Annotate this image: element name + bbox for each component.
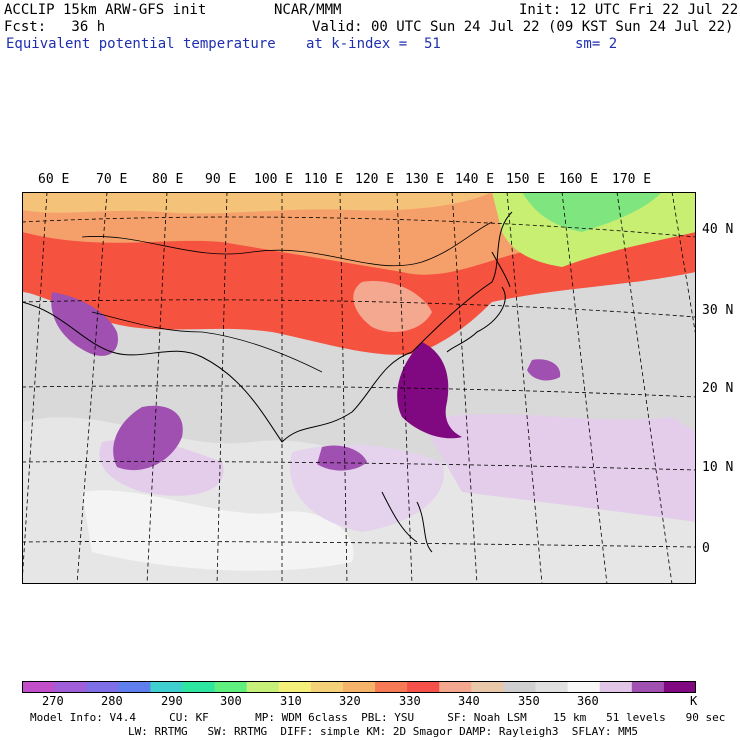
grid-line-150e	[561, 192, 608, 584]
longitude-label: 120 E	[355, 172, 395, 187]
yellow-sea-warm-patch	[353, 281, 432, 332]
longitude-label: 70 E	[96, 172, 128, 187]
colorbar-swatch	[535, 681, 569, 693]
longitude-label: 160 E	[559, 172, 599, 187]
longitude-label: 150 E	[506, 172, 546, 187]
grid-line-70e	[76, 192, 108, 584]
field-name: Equivalent potential temperature	[6, 36, 276, 52]
pacific-small-high	[527, 359, 561, 381]
grid-line-80e	[146, 192, 168, 584]
colorbar-swatch	[246, 681, 280, 693]
forecast-hour: Fcst: 36 h	[4, 19, 106, 35]
latitude-label: 0	[702, 541, 710, 556]
coolest-airmass-core	[522, 192, 662, 232]
colorbar-label: 270	[42, 694, 64, 708]
colorbar-swatch	[439, 681, 472, 693]
grid-line-170e	[671, 192, 696, 340]
latitude-label: 20 N	[702, 381, 734, 396]
colorbar-swatch	[663, 681, 696, 693]
colorbar-swatch	[375, 681, 408, 693]
title-text: ACCLIP 15km ARW-GFS init	[4, 2, 207, 18]
grid-line-140e	[506, 192, 543, 584]
level-text: at k-index = 51	[306, 36, 441, 52]
longitude-label: 110 E	[304, 172, 344, 187]
map-frame	[22, 192, 696, 584]
colorbar-label: K	[690, 694, 698, 708]
theta-e-map	[22, 192, 696, 584]
colorbar-swatch	[54, 681, 87, 693]
light-patch-south	[82, 490, 354, 571]
longitude-label: 170 E	[612, 172, 652, 187]
grid-line-120e	[396, 192, 413, 584]
colorbar-label: 310	[280, 694, 302, 708]
grid-line-20n	[22, 385, 696, 398]
colorbar-swatch	[86, 681, 119, 693]
colorbar-frame	[22, 681, 696, 693]
colorbar-label: 290	[161, 694, 183, 708]
colorbar-label: 320	[339, 694, 361, 708]
colorbar-label: 330	[399, 694, 421, 708]
japan-coastline	[446, 251, 511, 353]
longitude-label: 100 E	[254, 172, 294, 187]
country-border-north	[81, 221, 493, 267]
colorbar-swatch	[150, 681, 183, 693]
grid-line-160e	[616, 192, 673, 584]
longitude-label: 80 E	[152, 172, 184, 187]
longitude-labels: 60 E 70 E 80 E 90 E 100 E 110 E 120 E 130 E 140 …	[0, 172, 740, 188]
smoothing-text: sm= 2	[575, 36, 618, 52]
latitude-label: 30 N	[702, 303, 734, 318]
colorbar-swatch	[310, 681, 344, 693]
pacific-lilac-region	[422, 413, 696, 522]
high-latitude-band	[22, 192, 492, 214]
colorbar-label: 280	[101, 694, 123, 708]
colorbar-swatch	[407, 681, 440, 693]
colorbar-swatch	[342, 681, 376, 693]
grid-line-60e	[22, 192, 48, 584]
east-china-sea-high	[397, 342, 462, 439]
philippines-coastline	[381, 491, 433, 553]
colorbar	[22, 681, 696, 693]
colorbar-label: 360	[577, 694, 599, 708]
grid-line-30n	[22, 299, 696, 318]
grid-line-0	[22, 541, 696, 548]
grid-line-10n	[22, 461, 696, 471]
colorbar-label: 340	[458, 694, 480, 708]
latitude-label: 40 N	[702, 222, 734, 237]
bay-of-bengal-high	[113, 405, 183, 471]
longitude-label: 140 E	[455, 172, 495, 187]
colorbar-swatch	[22, 681, 55, 693]
model-info-line-1: Model Info: V4.4 CU: KF MP: WDM 6class P…	[30, 711, 726, 724]
longitude-label: 60 E	[38, 172, 70, 187]
longitude-label: 90 E	[205, 172, 237, 187]
init-time: Init: 12 UTC Fri 22 Jul 22	[519, 2, 739, 18]
source-text: NCAR/MMM	[274, 2, 342, 18]
valid-time: Valid: 00 UTC Sun 24 Jul 22 (09 KST Sun …	[312, 19, 734, 35]
graticule	[22, 192, 696, 584]
colorbar-label: 350	[518, 694, 540, 708]
grid-line-40n	[22, 216, 696, 238]
coastline	[22, 211, 513, 443]
colorbar-swatch	[599, 681, 633, 693]
grid-line-110e	[339, 192, 348, 584]
colorbar-label: 300	[220, 694, 242, 708]
colorbar-swatch	[503, 681, 537, 693]
south-china-sea-high	[317, 445, 367, 471]
colorbar-swatch	[182, 681, 216, 693]
model-info-line-2: LW: RRTMG SW: RRTMG DIFF: simple KM: 2D …	[128, 725, 638, 738]
longitude-label: 130 E	[405, 172, 445, 187]
colorbar-swatch	[118, 681, 151, 693]
colorbar-swatch	[567, 681, 601, 693]
colorbar-swatch	[631, 681, 665, 693]
country-border-south	[91, 311, 323, 373]
grid-line-130e	[451, 192, 478, 584]
colorbar-swatch	[278, 681, 312, 693]
colorbar-swatch	[214, 681, 248, 693]
latitude-label: 10 N	[702, 460, 734, 475]
grid-line-90e	[216, 192, 228, 584]
india-north-high	[51, 292, 118, 356]
colorbar-swatch	[471, 681, 504, 693]
